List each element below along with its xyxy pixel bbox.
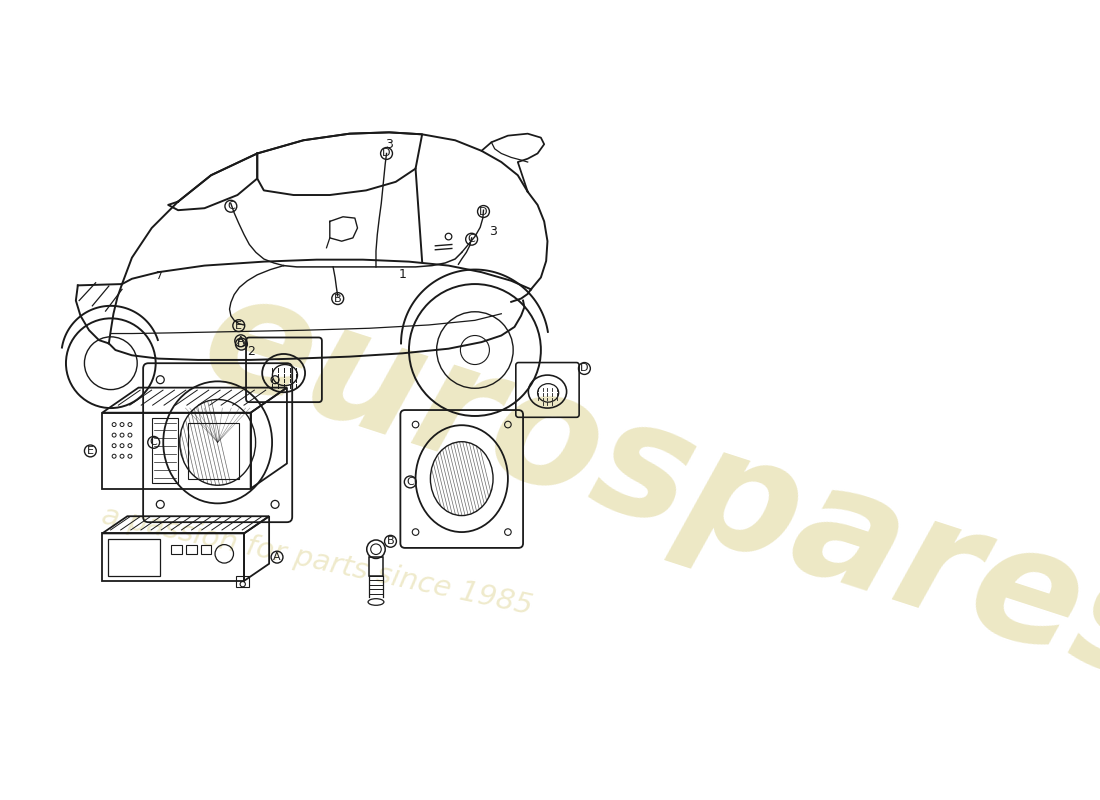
Bar (152, 418, 178, 483)
Text: E: E (87, 446, 94, 456)
Text: E: E (235, 321, 242, 330)
Text: B: B (387, 536, 394, 546)
Text: 3: 3 (385, 138, 393, 150)
Text: D: D (480, 206, 487, 217)
Text: 3: 3 (490, 225, 497, 238)
Text: 1: 1 (398, 268, 406, 281)
Text: 7: 7 (155, 271, 162, 281)
Text: 2: 2 (246, 345, 254, 358)
Bar (172, 546, 183, 554)
Bar (200, 546, 211, 554)
Text: D: D (580, 363, 588, 374)
Text: A: A (236, 336, 244, 346)
Bar (370, 557, 383, 576)
Bar (186, 546, 197, 554)
Bar (102, 534, 244, 581)
Text: a passion for parts since 1985: a passion for parts since 1985 (99, 502, 535, 621)
Text: C: C (406, 477, 414, 487)
Text: C: C (150, 438, 157, 447)
Bar (236, 576, 250, 587)
Text: C: C (468, 234, 475, 244)
Text: D: D (383, 149, 390, 158)
Text: D: D (238, 339, 245, 349)
Bar (188, 422, 240, 478)
Bar (108, 538, 161, 576)
Text: B: B (334, 294, 341, 303)
Bar (102, 413, 251, 489)
Text: A: A (273, 552, 280, 562)
Text: C: C (227, 202, 234, 211)
Text: eurospares: eurospares (185, 258, 1100, 718)
